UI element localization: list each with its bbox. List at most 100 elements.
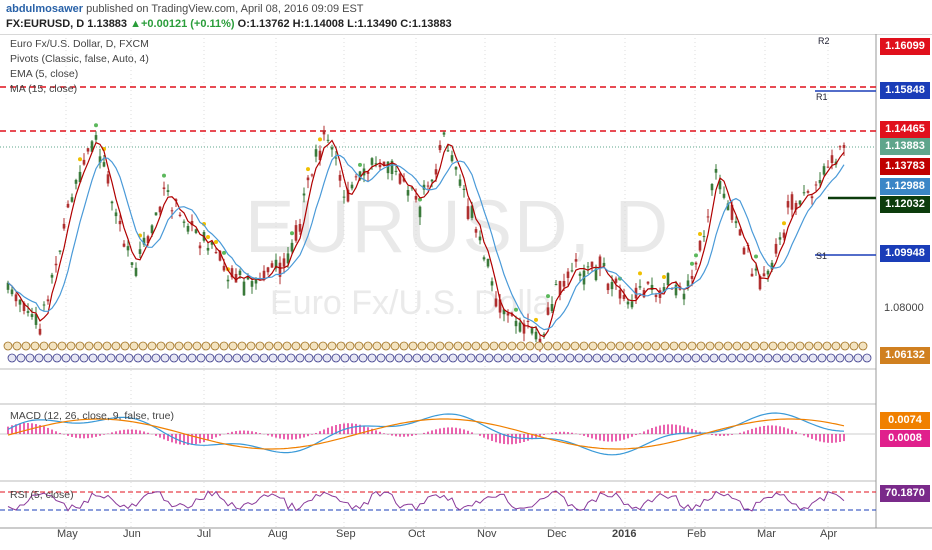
- candle-body: [454, 166, 458, 170]
- candle-body: [514, 320, 518, 327]
- event-marker: [718, 353, 728, 363]
- candle-body: [434, 169, 438, 175]
- candle-body: [466, 206, 470, 219]
- event-marker: [664, 353, 674, 363]
- event-marker: [318, 341, 328, 351]
- candle-body: [414, 196, 418, 200]
- candle-body: [602, 262, 606, 267]
- event-marker: [403, 353, 413, 363]
- candle-body: [394, 170, 398, 172]
- event-marker: [183, 341, 193, 351]
- pivot-r1-label: R1: [816, 92, 828, 102]
- candle-body: [674, 284, 678, 296]
- event-marker: [34, 353, 44, 363]
- event-marker: [61, 353, 71, 363]
- candle-body: [354, 176, 358, 178]
- event-marker: [480, 341, 490, 351]
- candle-body: [522, 323, 526, 334]
- event-marker: [151, 353, 161, 363]
- candle-body: [534, 331, 538, 340]
- event-marker: [340, 353, 350, 363]
- chart-area[interactable]: EURUSD, D Euro Fx/U.S. Dolla Euro Fx/U.S…: [0, 34, 932, 550]
- event-marker: [268, 353, 278, 363]
- candle-body: [730, 204, 734, 220]
- event-marker: [723, 341, 733, 351]
- candle-body: [654, 294, 658, 298]
- candle-body: [106, 174, 110, 184]
- pivot-r2-label: R2: [818, 36, 830, 46]
- event-marker: [300, 341, 310, 351]
- chart-canvas[interactable]: [0, 34, 932, 550]
- event-marker: [489, 341, 499, 351]
- event-marker: [561, 341, 571, 351]
- candle-body: [630, 301, 634, 308]
- event-marker: [156, 341, 166, 351]
- candle-body: [470, 205, 474, 218]
- candle-body: [590, 261, 594, 267]
- candle-body: [594, 268, 598, 281]
- event-marker: [277, 353, 287, 363]
- event-marker: [462, 341, 472, 351]
- candle-body: [626, 301, 630, 305]
- candle-body: [18, 299, 22, 305]
- ma-line: [7, 154, 845, 331]
- pivot-dot: [690, 261, 694, 266]
- candle-body: [170, 210, 174, 212]
- candle-body: [366, 171, 370, 174]
- event-marker: [525, 341, 535, 351]
- event-marker: [709, 353, 719, 363]
- candle-body: [234, 273, 238, 283]
- candle-body: [430, 179, 434, 182]
- event-marker: [142, 353, 152, 363]
- candle-body: [58, 250, 62, 252]
- candle-body: [22, 302, 26, 311]
- price-label-s1: 1.09948: [880, 245, 930, 262]
- event-marker: [3, 341, 13, 351]
- event-marker: [273, 341, 283, 351]
- candle-body: [178, 214, 182, 216]
- event-marker: [651, 341, 661, 351]
- candle-body: [114, 212, 118, 217]
- pivot-dot: [306, 167, 310, 172]
- legend-rsi[interactable]: RSI (5, close): [10, 489, 74, 501]
- candle-body: [94, 135, 98, 140]
- event-marker: [147, 341, 157, 351]
- event-marker: [579, 341, 589, 351]
- candle-body: [638, 286, 642, 288]
- event-marker: [372, 341, 382, 351]
- event-marker: [39, 341, 49, 351]
- author-link[interactable]: abdulmosawer: [6, 3, 84, 15]
- event-marker: [736, 353, 746, 363]
- event-marker: [840, 341, 850, 351]
- candle-body: [694, 262, 698, 265]
- legend-pivots[interactable]: Pivots (Classic, false, Auto, 4): [10, 53, 149, 65]
- candle-body: [222, 265, 226, 271]
- event-marker: [178, 353, 188, 363]
- candle-body: [334, 157, 338, 159]
- candle-body: [78, 171, 82, 183]
- candle-body: [110, 201, 114, 204]
- candle-body: [330, 147, 334, 150]
- candle-body: [398, 173, 402, 184]
- pivot-s1-label: S1: [816, 251, 828, 261]
- event-marker: [759, 341, 769, 351]
- legend-ma[interactable]: MA (15, close): [10, 83, 78, 95]
- event-marker: [471, 341, 481, 351]
- legend-title[interactable]: Euro Fx/U.S. Dollar, D, FXCM: [10, 38, 149, 50]
- event-marker: [597, 341, 607, 351]
- rsi-value-label: 70.1870: [880, 485, 930, 502]
- legend-ema[interactable]: EMA (5, close): [10, 68, 79, 80]
- pivot-dot: [358, 162, 362, 167]
- event-marker: [430, 353, 440, 363]
- candle-body: [742, 247, 746, 255]
- event-marker: [327, 341, 337, 351]
- candle-body: [770, 262, 774, 270]
- event-marker: [336, 341, 346, 351]
- legend-macd[interactable]: MACD (12, 26, close, 9, false, true): [10, 410, 174, 422]
- event-marker: [637, 353, 647, 363]
- candle-body: [86, 148, 90, 152]
- event-marker: [457, 353, 467, 363]
- candle-body: [842, 145, 846, 148]
- event-marker: [286, 353, 296, 363]
- candle-body: [390, 160, 394, 175]
